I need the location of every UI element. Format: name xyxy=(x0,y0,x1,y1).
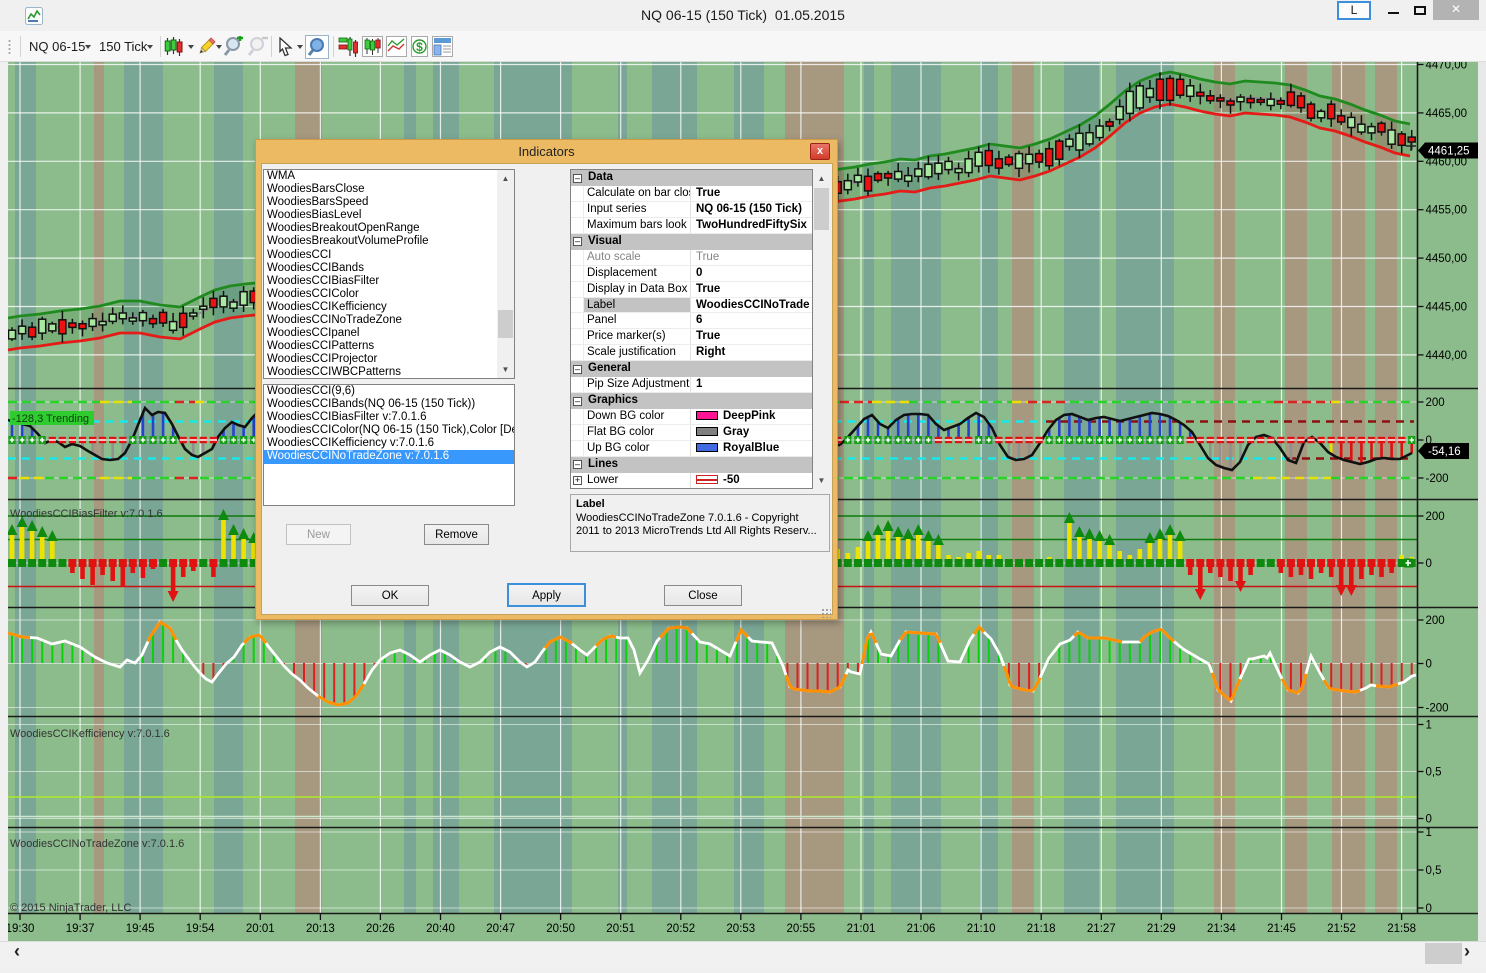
svg-text:WoodiesCCIKefficiency v:7.0.1.: WoodiesCCIKefficiency v:7.0.1.6 xyxy=(10,728,170,740)
svg-text:-128,3 Trending: -128,3 Trending xyxy=(12,413,89,425)
svg-text:20:40: 20:40 xyxy=(426,923,455,935)
svg-text:0: 0 xyxy=(1426,814,1432,826)
svg-text:19:37: 19:37 xyxy=(66,923,95,935)
svg-text:0: 0 xyxy=(1426,659,1432,671)
svg-text:20:51: 20:51 xyxy=(606,923,635,935)
svg-text:21:34: 21:34 xyxy=(1207,923,1236,935)
svg-text:0: 0 xyxy=(1426,558,1432,570)
svg-text:0,5: 0,5 xyxy=(1426,767,1442,779)
svg-text:4460,00: 4460,00 xyxy=(1426,156,1468,168)
svg-text:© 2015 NinjaTrader, LLC: © 2015 NinjaTrader, LLC xyxy=(10,902,131,914)
svg-text:21:27: 21:27 xyxy=(1087,923,1116,935)
svg-text:4461,25: 4461,25 xyxy=(1428,146,1470,158)
svg-text:21:45: 21:45 xyxy=(1267,923,1296,935)
svg-text:0,5: 0,5 xyxy=(1426,865,1442,877)
svg-text:200: 200 xyxy=(1426,397,1445,409)
svg-text:0: 0 xyxy=(1426,903,1432,915)
svg-text:20:13: 20:13 xyxy=(306,923,335,935)
svg-text:4440,00: 4440,00 xyxy=(1426,350,1468,362)
svg-text:20:53: 20:53 xyxy=(726,923,755,935)
svg-text:19:54: 19:54 xyxy=(186,923,215,935)
svg-text:-54,16: -54,16 xyxy=(1428,446,1461,458)
svg-text:21:29: 21:29 xyxy=(1147,923,1176,935)
svg-text:20:47: 20:47 xyxy=(486,923,515,935)
svg-text:21:18: 21:18 xyxy=(1027,923,1056,935)
svg-text:WoodiesCCIBiasFilter v:7.0.1.6: WoodiesCCIBiasFilter v:7.0.1.6 xyxy=(10,508,163,520)
svg-text:-200: -200 xyxy=(1426,703,1449,715)
svg-text:4470,00: 4470,00 xyxy=(1426,60,1468,72)
svg-text:19:30: 19:30 xyxy=(6,923,35,935)
svg-text:-200: -200 xyxy=(1426,473,1449,485)
svg-text:200: 200 xyxy=(1426,615,1445,627)
svg-text:21:52: 21:52 xyxy=(1327,923,1356,935)
svg-text:WoodiesCCINoTradeZone v:7.0.1.: WoodiesCCINoTradeZone v:7.0.1.6 xyxy=(10,838,184,850)
svg-text:21:10: 21:10 xyxy=(967,923,996,935)
svg-text:20:55: 20:55 xyxy=(787,923,816,935)
svg-text:1: 1 xyxy=(1426,827,1432,839)
svg-text:4450,00: 4450,00 xyxy=(1426,253,1468,265)
svg-text:20:01: 20:01 xyxy=(246,923,275,935)
svg-text:20:26: 20:26 xyxy=(366,923,395,935)
svg-text:$: $ xyxy=(416,40,423,54)
svg-text:200: 200 xyxy=(1426,511,1445,523)
svg-text:1: 1 xyxy=(1426,720,1432,732)
svg-text:19:45: 19:45 xyxy=(126,923,155,935)
svg-text:21:58: 21:58 xyxy=(1387,923,1416,935)
svg-text:20:52: 20:52 xyxy=(666,923,695,935)
svg-text:21:01: 21:01 xyxy=(847,923,876,935)
svg-text:4455,00: 4455,00 xyxy=(1426,205,1468,217)
svg-text:20:50: 20:50 xyxy=(546,923,575,935)
svg-text:21:06: 21:06 xyxy=(907,923,936,935)
svg-text:0: 0 xyxy=(1426,435,1432,447)
svg-text:4465,00: 4465,00 xyxy=(1426,108,1468,120)
svg-text:4445,00: 4445,00 xyxy=(1426,302,1468,314)
